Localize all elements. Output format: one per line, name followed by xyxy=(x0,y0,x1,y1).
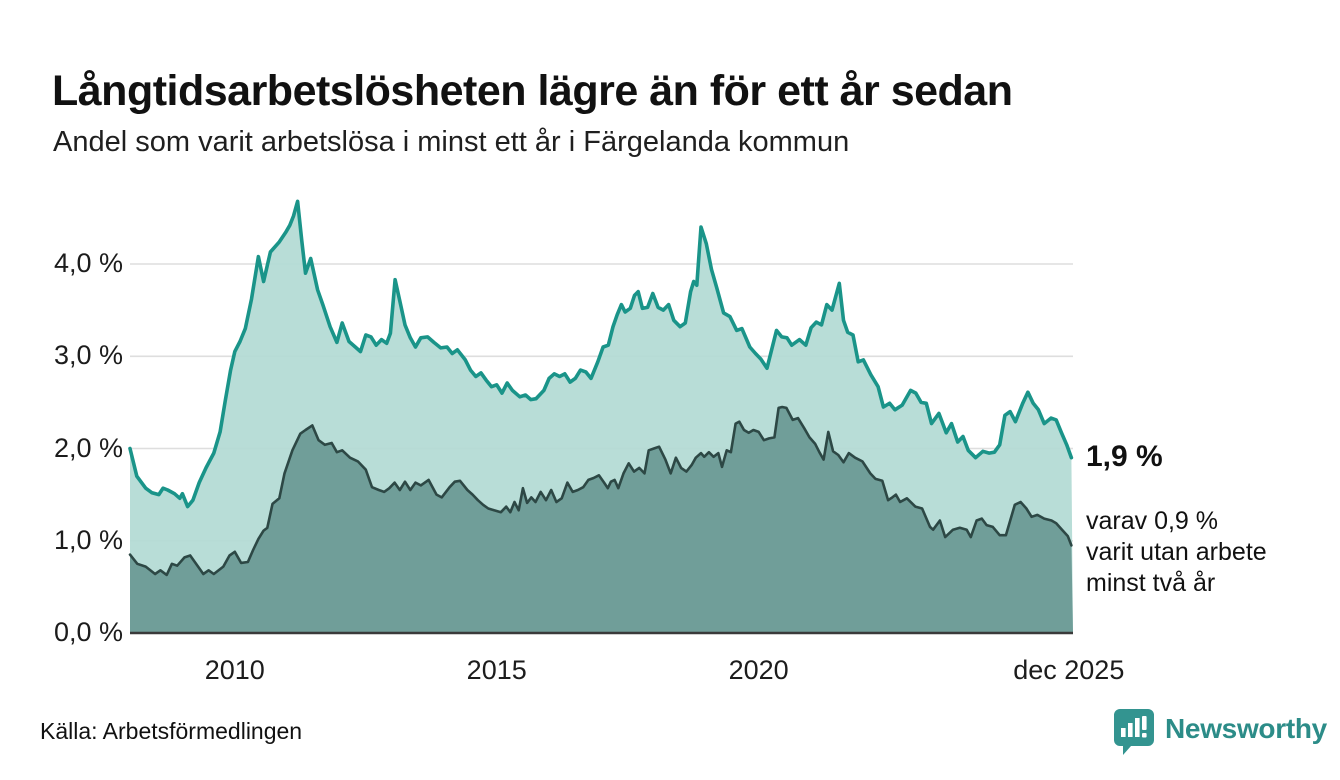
newsworthy-logo-icon xyxy=(1114,709,1154,755)
x-tick-label: 2010 xyxy=(204,655,265,685)
sublabel-line-1: varav 0,9 % xyxy=(1086,507,1219,535)
y-tick-label: 0,0 % xyxy=(53,617,123,647)
source-note: Källa: Arbetsförmedlingen xyxy=(40,718,303,744)
sublabel-line-3: minst två år xyxy=(1086,569,1216,597)
x-tick-label: dec 2025 xyxy=(1013,655,1125,685)
sublabel-line-2: varit utan arbete xyxy=(1086,538,1267,566)
page-title: Långtidsarbetslösheten lägre än för ett … xyxy=(52,66,1013,115)
y-tick-label: 1,0 % xyxy=(53,524,123,555)
y-tick-label: 3,0 % xyxy=(53,340,123,371)
newsworthy-logo[interactable]: Newsworthy xyxy=(1113,708,1327,756)
newsworthy-logo-text: Newsworthy xyxy=(1165,713,1327,744)
page-subtitle: Andel som varit arbetslösa i minst ett å… xyxy=(53,126,850,158)
y-tick-label: 2,0 % xyxy=(53,432,123,463)
end-value-sublabel: varav 0,9 % varit utan arbete minst två … xyxy=(1086,506,1267,599)
x-tick-label: 2020 xyxy=(728,655,789,685)
end-value-label: 1,9 % xyxy=(1086,440,1163,473)
y-tick-label: 4,0 % xyxy=(53,248,123,278)
x-tick-label: 2015 xyxy=(466,655,527,685)
